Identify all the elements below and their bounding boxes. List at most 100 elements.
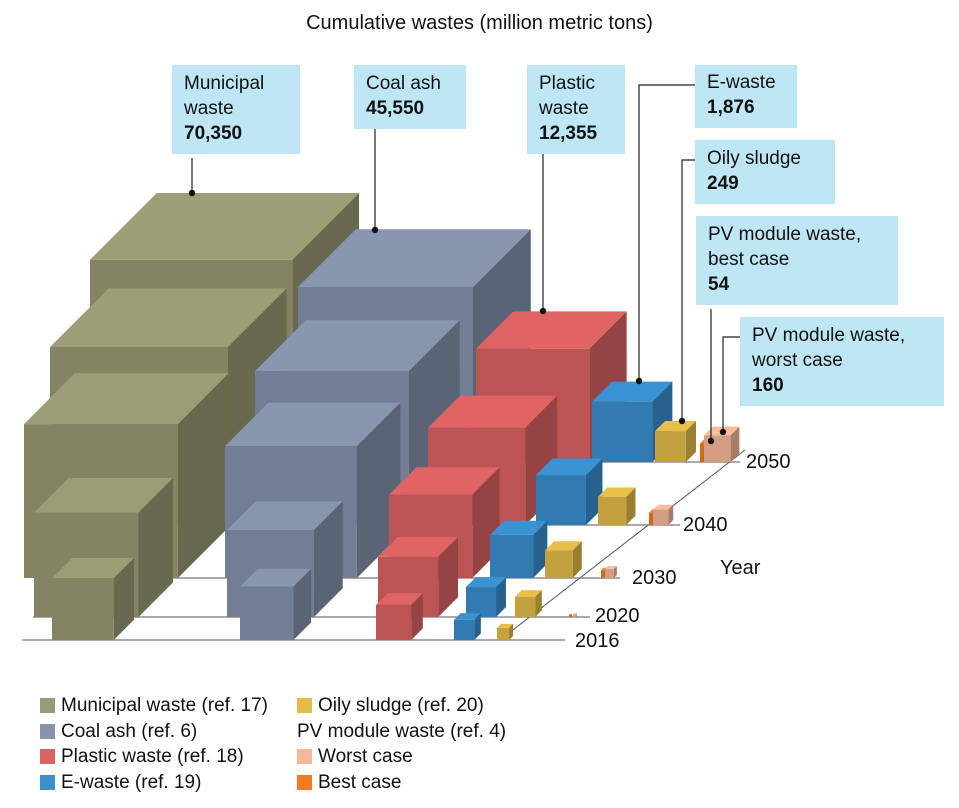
- cube-top: [389, 467, 500, 495]
- callout-plastic: Plastic waste 12,355: [527, 65, 625, 154]
- legend-swatch: [40, 698, 55, 714]
- cube-pv_best-2020: [569, 613, 573, 617]
- cube-front: [536, 475, 586, 525]
- cube-side: [509, 623, 514, 640]
- cube-top: [569, 613, 573, 615]
- legend-item-municipal: Municipal waste (ref. 17): [40, 693, 268, 719]
- cube-side: [626, 487, 636, 525]
- cube-top: [476, 311, 627, 349]
- legend-item-oily-sludge: Oily sludge (ref. 20): [297, 693, 506, 719]
- cube-top: [466, 577, 506, 587]
- cube-top: [497, 623, 514, 628]
- cube-top: [653, 504, 674, 510]
- cube-plastic-2020: [378, 536, 459, 617]
- legend-item-plastic: Plastic waste (ref. 18): [40, 744, 268, 770]
- cube-side: [474, 613, 481, 640]
- year-label-2040: 2040: [683, 514, 728, 536]
- leader-dot-oily: [678, 417, 686, 425]
- cube-top: [378, 536, 459, 557]
- cube-top: [515, 590, 542, 597]
- cube-top: [24, 373, 229, 425]
- chart-title: Cumulative wastes (million metric tons): [306, 12, 653, 34]
- legend-item-pv-best: Best case: [297, 770, 506, 796]
- cube-top: [592, 381, 673, 402]
- callout-label: waste: [539, 98, 589, 119]
- legend-swatch: [297, 749, 312, 765]
- cube-side: [438, 536, 459, 617]
- cube-top: [655, 421, 696, 432]
- legend-label: PV module waste (ref. 4): [297, 720, 507, 742]
- legend-item-e-waste: E-waste (ref. 19): [40, 770, 268, 796]
- cube-top: [545, 541, 582, 551]
- cube-side: [685, 421, 696, 462]
- cube-front: [52, 578, 114, 640]
- cube-front: [704, 435, 731, 462]
- callout-value: 1,876: [707, 97, 755, 118]
- cube-side: [535, 590, 542, 617]
- cube-side: [138, 478, 173, 617]
- z-axis-title: Year: [720, 557, 761, 579]
- leader-dot-coal: [371, 226, 379, 234]
- callout-coal-ash: Coal ash 45,550: [354, 65, 466, 129]
- cube-side: [113, 557, 135, 640]
- callout-value: 160: [752, 375, 784, 396]
- legend-label: Municipal waste (ref. 17): [61, 695, 268, 717]
- callout-label: best case: [708, 249, 790, 270]
- cube-side: [575, 613, 577, 617]
- cube-side: [177, 373, 229, 578]
- cube-side: [730, 426, 740, 462]
- cube-ewaste-2040: [536, 458, 603, 525]
- cube-pv_worst-2030: [605, 566, 617, 578]
- cube-ewaste-2030: [490, 520, 548, 578]
- cube-top: [454, 613, 481, 620]
- cube-side: [571, 613, 573, 617]
- cube-top: [227, 501, 343, 530]
- cube-front: [376, 604, 412, 640]
- cube-front: [497, 627, 510, 640]
- cube-side: [314, 501, 343, 617]
- callout-label: PV module waste,: [708, 224, 862, 245]
- cube-top: [34, 478, 173, 513]
- cube-top: [240, 568, 312, 587]
- cube-top: [90, 192, 360, 260]
- cube-front: [240, 586, 294, 640]
- legend-label: Plastic waste (ref. 18): [61, 746, 244, 768]
- leader-line-pv_worst: [722, 336, 740, 432]
- leader-line-oily: [681, 159, 695, 421]
- cube-ewaste-2020: [466, 577, 506, 617]
- cube-top: [490, 520, 548, 535]
- callout-e-waste: E-waste 1,876: [695, 65, 797, 128]
- callout-municipal: Municipal waste 70,350: [172, 65, 300, 154]
- cube-top: [598, 487, 636, 497]
- cube-front: [569, 614, 572, 617]
- legend-swatch: [40, 774, 55, 790]
- cube-front: [605, 569, 614, 578]
- cube-side: [668, 504, 674, 525]
- legend-item-coal-ash: Coal ash (ref. 6): [40, 719, 268, 745]
- row-2016: [52, 557, 514, 640]
- callout-pv-best: PV module waste, best case 54: [696, 216, 898, 305]
- cube-front: [592, 401, 653, 462]
- leader-dot-pv_best: [707, 437, 715, 445]
- cube-pv_worst-2040: [653, 504, 674, 525]
- cube-side: [293, 568, 312, 640]
- cube-top: [50, 288, 287, 348]
- legend-swatch: [297, 774, 312, 790]
- cube-front: [545, 550, 573, 578]
- cube-top: [536, 458, 603, 476]
- cube-oily-2050: [655, 421, 696, 462]
- cube-front: [655, 431, 686, 462]
- cube-front: [515, 596, 536, 617]
- cube-front: [454, 619, 475, 640]
- legend-label: Best case: [318, 771, 402, 793]
- cube-pv_worst-2020: [573, 613, 577, 617]
- cube-front: [573, 614, 576, 617]
- callout-pv-worst: PV module waste, worst case 160: [740, 317, 944, 406]
- leader-line-ewaste: [638, 84, 695, 381]
- leader-dot-plastic: [539, 307, 547, 315]
- callout-value: 70,350: [184, 123, 243, 144]
- callout-value: 249: [707, 173, 739, 194]
- cube-top: [52, 557, 135, 579]
- cube-coal-2016: [240, 568, 312, 640]
